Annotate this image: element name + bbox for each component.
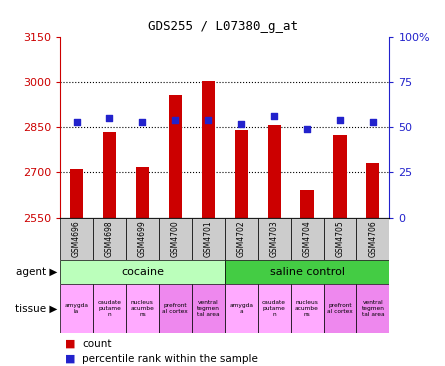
Bar — [103, 132, 116, 218]
Bar — [356, 218, 389, 260]
Text: amygda
a: amygda a — [229, 303, 253, 314]
Point — [106, 115, 113, 121]
Bar — [291, 218, 324, 260]
Text: GSM4701: GSM4701 — [204, 220, 213, 257]
Text: agent ▶: agent ▶ — [16, 267, 58, 277]
Bar — [333, 135, 347, 218]
Bar — [60, 260, 225, 284]
Bar — [291, 284, 324, 333]
Text: GSM4705: GSM4705 — [336, 220, 344, 257]
Text: GSM4702: GSM4702 — [237, 220, 246, 257]
Bar — [192, 218, 225, 260]
Text: GSM4700: GSM4700 — [171, 220, 180, 257]
Text: percentile rank within the sample: percentile rank within the sample — [82, 354, 258, 364]
Bar — [60, 218, 93, 260]
Point — [139, 119, 146, 125]
Bar — [159, 284, 192, 333]
Bar — [225, 284, 258, 333]
Text: ■: ■ — [65, 354, 75, 364]
Point — [336, 117, 344, 123]
Bar — [136, 167, 149, 218]
Bar — [225, 218, 258, 260]
Text: GSM4696: GSM4696 — [72, 220, 81, 257]
Bar — [225, 260, 389, 284]
Text: nucleus
acumbe
ns: nucleus acumbe ns — [130, 300, 154, 317]
Bar — [258, 284, 291, 333]
Text: prefront
al cortex: prefront al cortex — [327, 303, 353, 314]
Bar — [126, 284, 159, 333]
Bar — [300, 190, 314, 218]
Bar — [70, 169, 83, 218]
Text: amygda
la: amygda la — [65, 303, 89, 314]
Bar — [93, 284, 126, 333]
Text: count: count — [82, 339, 112, 349]
Bar — [192, 284, 225, 333]
Text: GSM4706: GSM4706 — [368, 220, 377, 257]
Bar — [202, 81, 215, 218]
Bar — [356, 284, 389, 333]
Bar — [235, 130, 248, 218]
Text: caudate
putame
n: caudate putame n — [97, 300, 121, 317]
Point — [303, 126, 311, 132]
Text: ■: ■ — [65, 339, 75, 349]
Text: cocaine: cocaine — [121, 267, 164, 277]
Bar — [324, 284, 356, 333]
Point — [205, 117, 212, 123]
Text: GSM4699: GSM4699 — [138, 220, 147, 257]
Text: GSM4698: GSM4698 — [105, 220, 114, 257]
Text: nucleus
acumbe
ns: nucleus acumbe ns — [295, 300, 319, 317]
Bar — [60, 284, 93, 333]
Bar — [366, 163, 380, 218]
Bar — [258, 218, 291, 260]
Text: GSM4704: GSM4704 — [303, 220, 312, 257]
Bar — [324, 218, 356, 260]
Text: caudate
putame
n: caudate putame n — [262, 300, 286, 317]
Text: GDS255 / L07380_g_at: GDS255 / L07380_g_at — [147, 20, 298, 33]
Text: prefront
al cortex: prefront al cortex — [162, 303, 188, 314]
Point — [369, 119, 376, 125]
Text: GSM4703: GSM4703 — [270, 220, 279, 257]
Text: ventral
tegmen
tal area: ventral tegmen tal area — [361, 300, 384, 317]
Text: ventral
tegmen
tal area: ventral tegmen tal area — [197, 300, 220, 317]
Bar — [169, 94, 182, 218]
Point — [238, 121, 245, 127]
Point — [73, 119, 80, 125]
Bar — [267, 125, 281, 218]
Point — [172, 117, 179, 123]
Bar — [126, 218, 159, 260]
Text: saline control: saline control — [270, 267, 344, 277]
Bar — [159, 218, 192, 260]
Text: tissue ▶: tissue ▶ — [16, 303, 58, 313]
Point — [271, 113, 278, 119]
Bar — [93, 218, 126, 260]
